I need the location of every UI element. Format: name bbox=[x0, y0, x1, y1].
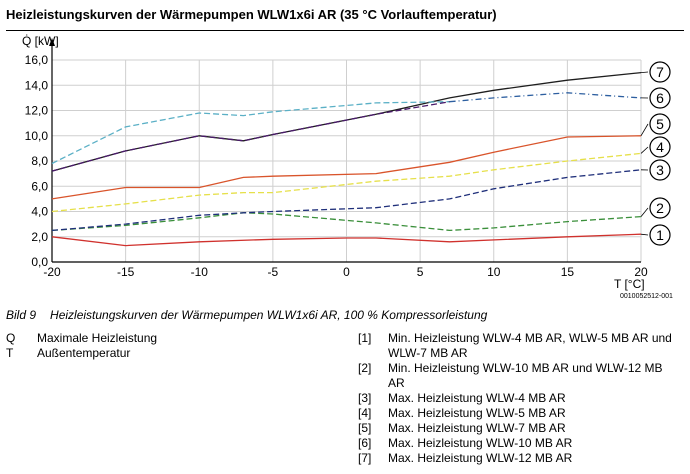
callout-number: 6 bbox=[656, 90, 664, 106]
definition-symbol: Q bbox=[6, 331, 16, 345]
callout-circle bbox=[649, 136, 671, 158]
legend-text: Max. Heizleistung WLW-5 MB AR bbox=[388, 406, 566, 420]
x-axis-label: T [°C] bbox=[614, 277, 645, 291]
title-rule bbox=[6, 30, 684, 31]
legend-item: [6] Max. Heizleistung WLW-10 MB AR bbox=[358, 436, 688, 451]
chart-title: Heizleistungskurven der Wärmepumpen WLW1… bbox=[6, 7, 497, 22]
callout-circle bbox=[649, 113, 671, 135]
callout-number: 7 bbox=[656, 64, 664, 80]
definition-item: Q Maximale Heizleistung bbox=[6, 331, 157, 346]
legend-item: [1] Min. Heizleistung WLW-4 MB AR, WLW-5 … bbox=[358, 331, 688, 361]
legend-text: Max. Heizleistung WLW-10 MB AR bbox=[388, 436, 573, 450]
figure-id: 0010052512-001 bbox=[620, 293, 673, 300]
definition-item: T Außentemperatur bbox=[6, 346, 157, 361]
legend-number: [7] bbox=[358, 451, 372, 465]
legend-item: [2] Min. Heizleistung WLW-10 MB AR und WL… bbox=[358, 361, 688, 391]
legend-item: [7] Max. Heizleistung WLW-12 MB AR bbox=[358, 451, 688, 466]
legend-number: [2] bbox=[358, 361, 372, 375]
definition-symbol: T bbox=[6, 346, 14, 360]
x-tick-label: -15 bbox=[117, 265, 135, 279]
caption-label: Bild 9 bbox=[6, 308, 37, 322]
callout-number: 5 bbox=[656, 116, 664, 132]
callout-circle bbox=[649, 61, 671, 83]
callout-number: 1 bbox=[656, 227, 664, 243]
y-tick-label: 16,0 bbox=[25, 53, 49, 67]
x-tick-label: 20 bbox=[634, 265, 648, 279]
legend-text: Min. Heizleistung WLW-4 MB AR, WLW-5 MB … bbox=[388, 331, 672, 360]
callout-circle bbox=[649, 87, 671, 109]
legend-number: [6] bbox=[358, 436, 372, 450]
legend-number: [1] bbox=[358, 331, 372, 345]
series-line-1 bbox=[51, 233, 642, 247]
legend-text: Max. Heizleistung WLW-12 MB AR bbox=[388, 451, 573, 465]
legend-number: [5] bbox=[358, 421, 372, 435]
x-tick-label: 0 bbox=[343, 265, 350, 279]
definition-text: Außentemperatur bbox=[37, 346, 131, 360]
chart-grid bbox=[51, 59, 642, 263]
heating-capacity-chart: 0,0 2,0 4,0 6,0 8,0 10,0 12,0 14,0 16,0 -20 -15 -1… bbox=[22, 34, 673, 300]
y-tick-label: 2,0 bbox=[31, 230, 48, 244]
y-tick-label: 0,0 bbox=[31, 255, 48, 269]
y-tick-label: 8,0 bbox=[31, 154, 48, 168]
x-tick-label: -10 bbox=[191, 265, 209, 279]
x-tick-label: 5 bbox=[417, 265, 424, 279]
legend-text: Max. Heizleistung WLW-4 MB AR bbox=[388, 391, 566, 405]
y-tick-label: 4,0 bbox=[31, 205, 48, 219]
callout-circle bbox=[649, 224, 671, 246]
figure-caption: Bild 9 Heizleistungskurven der Wärmepumpe… bbox=[6, 308, 487, 322]
x-tick-labels: -20 -15 -10 -5 0 5 10 15 20 bbox=[43, 265, 648, 279]
series-line-8 bbox=[51, 101, 450, 165]
series-line-2 bbox=[51, 212, 642, 232]
legend-number: [3] bbox=[358, 391, 372, 405]
legend-number: [4] bbox=[358, 406, 372, 420]
y-tick-label: 10,0 bbox=[25, 129, 49, 143]
x-tick-label: 10 bbox=[487, 265, 501, 279]
x-tick-label: -5 bbox=[268, 265, 279, 279]
series-line-9 bbox=[51, 101, 450, 172]
legend-text: Max. Heizleistung WLW-7 MB AR bbox=[388, 421, 566, 435]
x-tick-label: -20 bbox=[43, 265, 61, 279]
series-lines bbox=[51, 71, 642, 247]
y-tick-label: 14,0 bbox=[25, 78, 49, 92]
legend-list: [1] Min. Heizleistung WLW-4 MB AR, WLW-5 … bbox=[358, 331, 688, 466]
callout-leader bbox=[640, 146, 649, 154]
callout-circle bbox=[649, 197, 671, 219]
series-line-4 bbox=[51, 152, 642, 213]
y-tick-labels: 0,0 2,0 4,0 6,0 8,0 10,0 12,0 14,0 16,0 bbox=[25, 53, 49, 269]
y-axis-label: Q̇ [kW] bbox=[22, 34, 59, 48]
symbol-definitions: Q Maximale Heizleistung T Außentemperatu… bbox=[6, 331, 157, 361]
callout-leader bbox=[640, 71, 649, 73]
series-line-6 bbox=[449, 92, 642, 103]
legend-text: Min. Heizleistung WLW-10 MB AR und WLW-1… bbox=[388, 361, 663, 390]
chart-axes bbox=[49, 38, 641, 263]
series-callouts: 1 2 3 4 5 6 7 bbox=[640, 61, 671, 246]
callout-leader bbox=[640, 233, 649, 236]
callout-circle bbox=[649, 159, 671, 181]
callout-leader bbox=[640, 207, 649, 217]
callout-leader bbox=[640, 123, 649, 137]
callout-number: 2 bbox=[656, 200, 664, 216]
callout-number: 4 bbox=[656, 139, 664, 155]
definition-text: Maximale Heizleistung bbox=[37, 331, 158, 345]
y-tick-label: 6,0 bbox=[31, 179, 48, 193]
legend-item: [3] Max. Heizleistung WLW-4 MB AR bbox=[358, 391, 688, 406]
y-tick-label: 12,0 bbox=[25, 104, 49, 118]
series-line-5 bbox=[51, 135, 642, 200]
legend-item: [5] Max. Heizleistung WLW-7 MB AR bbox=[358, 421, 688, 436]
caption-text: Heizleistungskurven der Wärmepumpen WLW1… bbox=[50, 308, 488, 322]
y-axis-arrow bbox=[49, 38, 55, 46]
callout-number: 3 bbox=[656, 162, 664, 178]
x-tick-label: 15 bbox=[561, 265, 575, 279]
legend-item: [4] Max. Heizleistung WLW-5 MB AR bbox=[358, 406, 688, 421]
series-line-3 bbox=[51, 169, 642, 232]
